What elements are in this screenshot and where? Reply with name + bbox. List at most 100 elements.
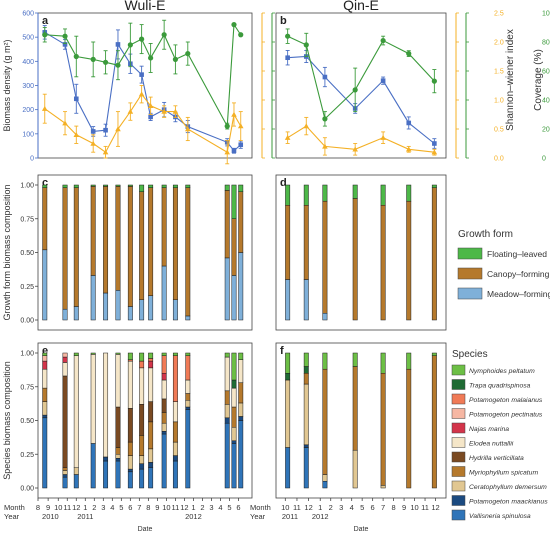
month-tick-label-e: 3	[101, 503, 105, 512]
month-tick-label-f: 10	[281, 503, 289, 512]
stack-segment-meadow-c	[73, 306, 79, 321]
stack-segment-meadow-c	[139, 299, 145, 321]
month-tick-label-e: 9	[155, 503, 159, 512]
density-point-a	[73, 96, 79, 102]
month-tick-label-e: 11	[63, 503, 71, 512]
stack-segment-canopy-c	[185, 187, 191, 317]
stack-segment-hydrilla-e	[148, 401, 154, 423]
panel-title-qin: Qin-E	[343, 0, 379, 13]
shannon-point-a	[138, 91, 145, 97]
stack-segment-canopy-c	[161, 187, 167, 267]
stack-segment-ceratophyllum-e	[127, 455, 133, 470]
month-tick-label-e: 6	[128, 503, 132, 512]
species-legend-label-elodea: Elodea nuttallii	[469, 441, 514, 448]
month-tick-label-f: 5	[360, 503, 364, 512]
stack-segment-floating-c	[231, 184, 237, 219]
stack-segment-nymphoides-e	[185, 352, 191, 356]
stack-segment-canopy-d	[380, 205, 386, 321]
stack-segment-elodea-e	[42, 368, 48, 389]
stack-segment-floating-c	[238, 184, 244, 192]
month-tick-label-e: 3	[209, 503, 213, 512]
coverage-point-a	[224, 123, 230, 129]
stack-segment-canopy-c	[238, 191, 244, 253]
species-legend-swatch-elodea	[451, 437, 466, 448]
stack-segment-canopy-c	[127, 186, 133, 307]
stack-segment-ceratophyllum-f	[285, 379, 291, 448]
stack-segment-vallisneria-e	[185, 409, 191, 489]
species-legend-label-maackianus: Potamogeton maackianus	[469, 499, 548, 506]
month-tick-label-f: 7	[381, 503, 385, 512]
stack-segment-floating-c	[148, 184, 154, 188]
stack-segment-myriophyllum-e	[127, 441, 133, 456]
coverage-point-b	[285, 33, 291, 39]
species-legend-label-ceratophyllum: Ceratophyllum demersum	[469, 484, 547, 491]
species-legend-swatch-myriophyllum	[451, 466, 466, 477]
shannon-point-a	[102, 149, 109, 155]
shannon-axis-label: Shannon–wiener index	[505, 29, 516, 131]
coverage-point-b	[322, 116, 328, 122]
panel-frame-e	[37, 342, 253, 499]
growth-legend-swatch-meadow	[457, 287, 483, 300]
stack-segment-maackianus-e	[62, 474, 68, 478]
stack-segment-elodea-e	[172, 401, 178, 423]
stack-segment-elodea-e	[73, 355, 79, 469]
stack-segment-maackianus-e	[103, 456, 109, 462]
stack-segment-meadow-c	[231, 275, 237, 321]
stack-segment-floating-d	[322, 184, 328, 202]
coverage-tick-label: 0	[542, 156, 546, 163]
stack-segment-canopy-d	[431, 187, 437, 321]
month-tick-label-e: 1	[83, 503, 87, 512]
month-tick-label-e: 2	[200, 503, 204, 512]
coverage-point-a	[73, 53, 79, 60]
year-label-e: 2011	[77, 512, 93, 521]
panel-label-d: d	[280, 177, 287, 189]
stack-segment-pectinatus-e	[42, 355, 48, 362]
stack-segment-najas-e	[42, 360, 48, 370]
coverage-axis-label: Coverage (%)	[533, 49, 544, 111]
panel-label-b: b	[280, 15, 287, 27]
stack-segment-vallisneria-e	[148, 467, 154, 489]
shannon-point-a	[41, 105, 48, 111]
stack-segment-nymphoides-e	[172, 352, 178, 356]
density-tick-label: 500	[22, 35, 34, 42]
composition-tick-label-c: 0.00	[20, 318, 34, 325]
stack-segment-ceratophyllum-e	[172, 441, 178, 456]
stack-segment-canopy-c	[172, 187, 178, 300]
month-tick-label-e: 7	[137, 503, 141, 512]
species-legend-label-trapa: Trapa quadrispinosa	[469, 383, 531, 390]
stack-segment-canopy-c	[139, 191, 145, 300]
month-tick-label-f: 3	[339, 503, 343, 512]
coverage-point-b	[406, 51, 412, 57]
stack-segment-vallisneria-e	[115, 460, 121, 489]
month-tick-label-e: 4	[110, 503, 114, 512]
stack-segment-myriophyllum-e	[42, 387, 48, 402]
stack-segment-ceratophyllum-f	[322, 474, 328, 482]
species-legend-label-hydrilla: Hydrilla verticillata	[469, 455, 524, 462]
year-label-f: 2011	[282, 512, 298, 521]
month-row-label: Month	[4, 503, 25, 512]
month-tick-label-e: 4	[218, 503, 222, 512]
stack-segment-floating-c	[172, 184, 178, 188]
year-label-e: 2012	[185, 512, 202, 521]
year-label-f: 2012	[312, 512, 329, 521]
shannon-point-a	[115, 126, 121, 132]
stack-segment-ceratophyllum-e	[185, 400, 191, 408]
shannon-tick-label: 0.5	[494, 127, 504, 134]
species-legend-swatch-pectinatus	[451, 408, 466, 419]
stack-segment-vallisneria-e	[90, 443, 96, 489]
stack-segment-vallisneria-e	[62, 476, 68, 489]
density-point-a	[62, 42, 68, 47]
stack-segment-ceratophyllum-e	[161, 422, 167, 432]
shannon-point-b	[380, 134, 386, 140]
shannon-point-a	[231, 111, 237, 117]
month-tick-label-f: 4	[350, 503, 354, 512]
stack-segment-myriophyllum-f	[380, 373, 386, 486]
stack-segment-canopy-d	[303, 205, 309, 280]
stack-segment-elodea-e	[148, 367, 154, 402]
stack-segment-pectinatus-e	[62, 352, 68, 358]
stack-segment-floating-c	[73, 184, 79, 188]
shannon-point-a	[127, 108, 134, 114]
stack-segment-vallisneria-e	[103, 460, 109, 489]
stack-segment-meadow-c	[42, 249, 48, 321]
